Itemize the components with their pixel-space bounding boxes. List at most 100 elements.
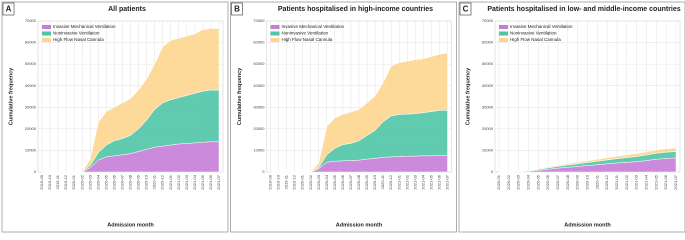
x-tick-label: 2021-02 — [404, 174, 409, 189]
y-tick-label: 50000 — [253, 61, 265, 66]
x-tick-label: 2020-08 — [565, 174, 570, 189]
x-tick-label: 2020-03 — [316, 174, 321, 189]
x-tick-label: 2020-10 — [144, 174, 149, 189]
y-tick-label: 0 — [262, 169, 265, 174]
x-tick-label: 2020-09 — [364, 174, 369, 189]
y-tick-label: 10000 — [25, 147, 37, 152]
y-tick-label: 30000 — [253, 104, 265, 109]
y-axis-label: Cumulative frequency — [237, 67, 243, 125]
x-tick-label: 2020-10 — [372, 174, 377, 189]
x-tick-label: 2020-05 — [332, 174, 337, 189]
x-tick-label: 2020-12 — [604, 174, 609, 189]
chart-title: All patients — [108, 6, 146, 13]
chart-title: Patients hospitalised in low- and middle… — [487, 6, 680, 13]
legend-label: High Flow Nasal Cannula — [282, 37, 333, 42]
x-tick-label: 2021-06 — [663, 174, 668, 189]
x-tick-label: 2020-04 — [324, 174, 329, 189]
y-tick-label: 40000 — [25, 83, 37, 88]
x-tick-label: 2020-09 — [136, 174, 141, 189]
y-tick-label: 10000 — [253, 147, 265, 152]
x-tick-label: 2021-05 — [428, 174, 433, 189]
legend-label: High Flow Nasal Cannula — [53, 37, 104, 42]
x-tick-label: 2021-04 — [192, 174, 197, 189]
legend-label: Invasive Mechanical Ventilation — [53, 24, 116, 29]
x-tick-label: 2020-05 — [103, 174, 108, 189]
x-tick-label: 2021-05 — [653, 174, 658, 189]
x-tick-label: 2021-03 — [634, 174, 639, 189]
legend-label: Invasive Mechanical Ventilation — [282, 24, 345, 29]
x-tick-label: 2021-04 — [644, 174, 649, 189]
y-tick-label: 40000 — [482, 83, 494, 88]
y-tick-label: 70000 — [25, 18, 37, 23]
panel-letter: A — [6, 5, 12, 14]
panel-frame — [458, 1, 685, 233]
y-tick-label: 0 — [34, 169, 37, 174]
panel-letter: B — [234, 5, 240, 14]
legend-swatch — [42, 25, 51, 29]
x-tick-label: 2020-02 — [79, 174, 84, 189]
x-tick-label: 2020-06 — [545, 174, 550, 189]
x-tick-label: 2021-02 — [176, 174, 181, 189]
y-tick-label: 30000 — [25, 104, 37, 109]
legend-label: Noninvasive Ventilation — [510, 31, 557, 36]
x-tick-label: 2020-01 — [300, 174, 305, 189]
y-tick-label: 40000 — [253, 83, 265, 88]
x-tick-label: 2021-06 — [437, 174, 442, 189]
x-tick-label: 2020-02 — [308, 174, 313, 189]
x-tick-label: 2019-11 — [55, 174, 60, 189]
x-tick-label: 2021-07 — [445, 174, 450, 189]
legend-label: Noninvasive Ventilation — [53, 31, 100, 36]
x-tick-label: 2020-04 — [526, 174, 531, 189]
x-tick-label: 2020-03 — [87, 174, 92, 189]
x-tick-label: 2020-03 — [516, 174, 521, 189]
x-tick-label: 2020-06 — [111, 174, 116, 189]
x-tick-label: 2020-02 — [506, 174, 511, 189]
x-axis-label: Admission month — [336, 222, 383, 228]
legend-swatch — [499, 38, 508, 42]
x-tick-label: 2020-10 — [585, 174, 590, 189]
y-tick-label: 60000 — [25, 40, 37, 45]
x-tick-label: 2021-02 — [624, 174, 629, 189]
x-tick-label: 2019-10 — [47, 174, 52, 189]
legend-swatch — [270, 31, 280, 36]
x-tick-label: 2021-06 — [208, 174, 213, 189]
legend-label: Noninvasive Ventilation — [282, 31, 329, 36]
x-tick-label: 2021-01 — [396, 174, 401, 189]
legend-swatch — [270, 38, 280, 42]
legend-label: Invasive Mechanical Ventilation — [510, 24, 573, 29]
x-tick-label: 2021-04 — [420, 174, 425, 189]
x-tick-label: 2020-08 — [128, 174, 133, 189]
panel-letter-box — [459, 2, 472, 16]
x-tick-label: 2020-08 — [356, 174, 361, 189]
y-axis-label: Cumulative frequency — [465, 67, 471, 125]
x-tick-label: 2020-11 — [594, 174, 599, 189]
y-tick-label: 70000 — [482, 18, 494, 23]
x-tick-label: 2019-10 — [276, 174, 281, 189]
x-tick-label: 2020-01 — [496, 174, 501, 189]
x-tick-label: 2020-07 — [348, 174, 353, 189]
x-tick-label: 2020-05 — [535, 174, 540, 189]
x-tick-label: 2020-12 — [160, 174, 165, 189]
area — [499, 147, 677, 173]
panel-letter-box — [231, 2, 243, 16]
x-tick-label: 2021-07 — [673, 174, 678, 189]
y-tick-label: 60000 — [482, 40, 494, 45]
x-axis-label: Admission month — [107, 222, 154, 228]
panel-letter: C — [463, 5, 469, 14]
figure: A All patients 0 10000 20000 30000 40000 50000 6… — [1, 1, 685, 233]
y-tick-label: 10000 — [482, 147, 494, 152]
x-axis-label: Admission month — [564, 222, 611, 228]
legend-swatch — [42, 31, 51, 36]
y-tick-label: 50000 — [482, 61, 494, 66]
x-tick-label: 2021-01 — [168, 174, 173, 189]
y-tick-label: 50000 — [25, 61, 37, 66]
legend-swatch — [499, 31, 508, 36]
x-tick-label: 2021-03 — [412, 174, 417, 189]
y-tick-label: 60000 — [253, 40, 265, 45]
legend-swatch — [499, 25, 508, 29]
y-tick-label: 20000 — [25, 126, 37, 131]
x-tick-label: 2019-09 — [39, 174, 44, 189]
legend-swatch — [42, 38, 51, 42]
y-tick-label: 20000 — [253, 126, 265, 131]
x-tick-label: 2020-01 — [71, 174, 76, 189]
